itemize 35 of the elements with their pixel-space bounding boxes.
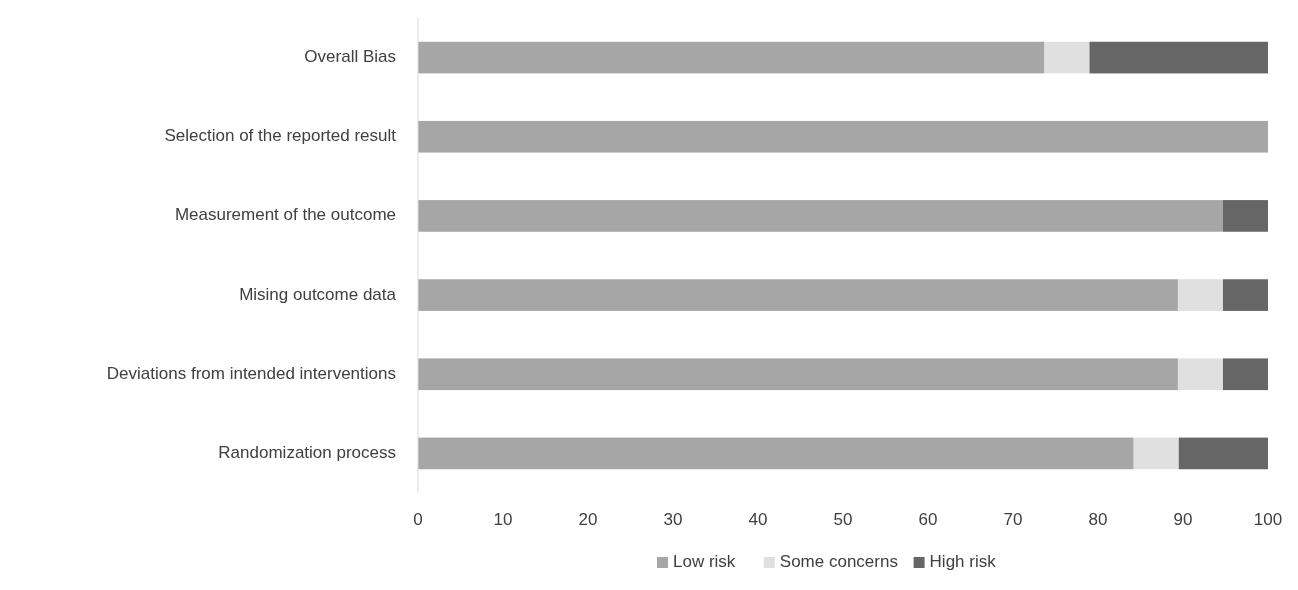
bar	[1177, 279, 1223, 311]
bar	[418, 41, 1045, 74]
y-tick-label: Mising outcome data	[239, 284, 397, 304]
bar	[1044, 41, 1090, 74]
bar	[418, 358, 1178, 391]
bar	[1222, 200, 1268, 232]
x-tick-label: 10	[493, 510, 513, 529]
x-tick-label: 50	[833, 510, 853, 529]
y-tick-label: Selection of the reported result	[164, 126, 397, 146]
bar	[418, 279, 1178, 311]
y-tick-label: Randomization process	[218, 442, 396, 462]
bar	[1178, 437, 1268, 470]
y-tick-label: Measurement of the outcome	[174, 205, 396, 225]
x-tick-label: 70	[1003, 510, 1023, 529]
bar	[1222, 279, 1268, 311]
legend-label: Low risk	[673, 552, 736, 572]
x-tick-label: 30	[663, 510, 683, 529]
bar	[1133, 437, 1179, 470]
x-tick-label: 90	[1173, 510, 1193, 529]
bar	[418, 437, 1134, 470]
legend-label: Some concerns	[779, 552, 898, 572]
x-tick-label: 0	[413, 510, 423, 529]
bar	[1222, 358, 1268, 391]
bar	[1089, 41, 1268, 74]
x-tick-label: 20	[578, 510, 598, 529]
bar	[1177, 358, 1223, 391]
legend-label: High risk	[929, 552, 997, 572]
x-tick-label: 40	[748, 510, 768, 529]
bar	[418, 200, 1223, 232]
x-tick-label: 80	[1088, 510, 1108, 529]
x-tick-label: 100	[1253, 510, 1283, 529]
bar	[418, 120, 1268, 153]
y-tick-label: Deviations from intended interventions	[106, 363, 396, 383]
x-tick-label: 60	[918, 510, 938, 529]
y-tick-label: Overall Bias	[304, 47, 396, 67]
